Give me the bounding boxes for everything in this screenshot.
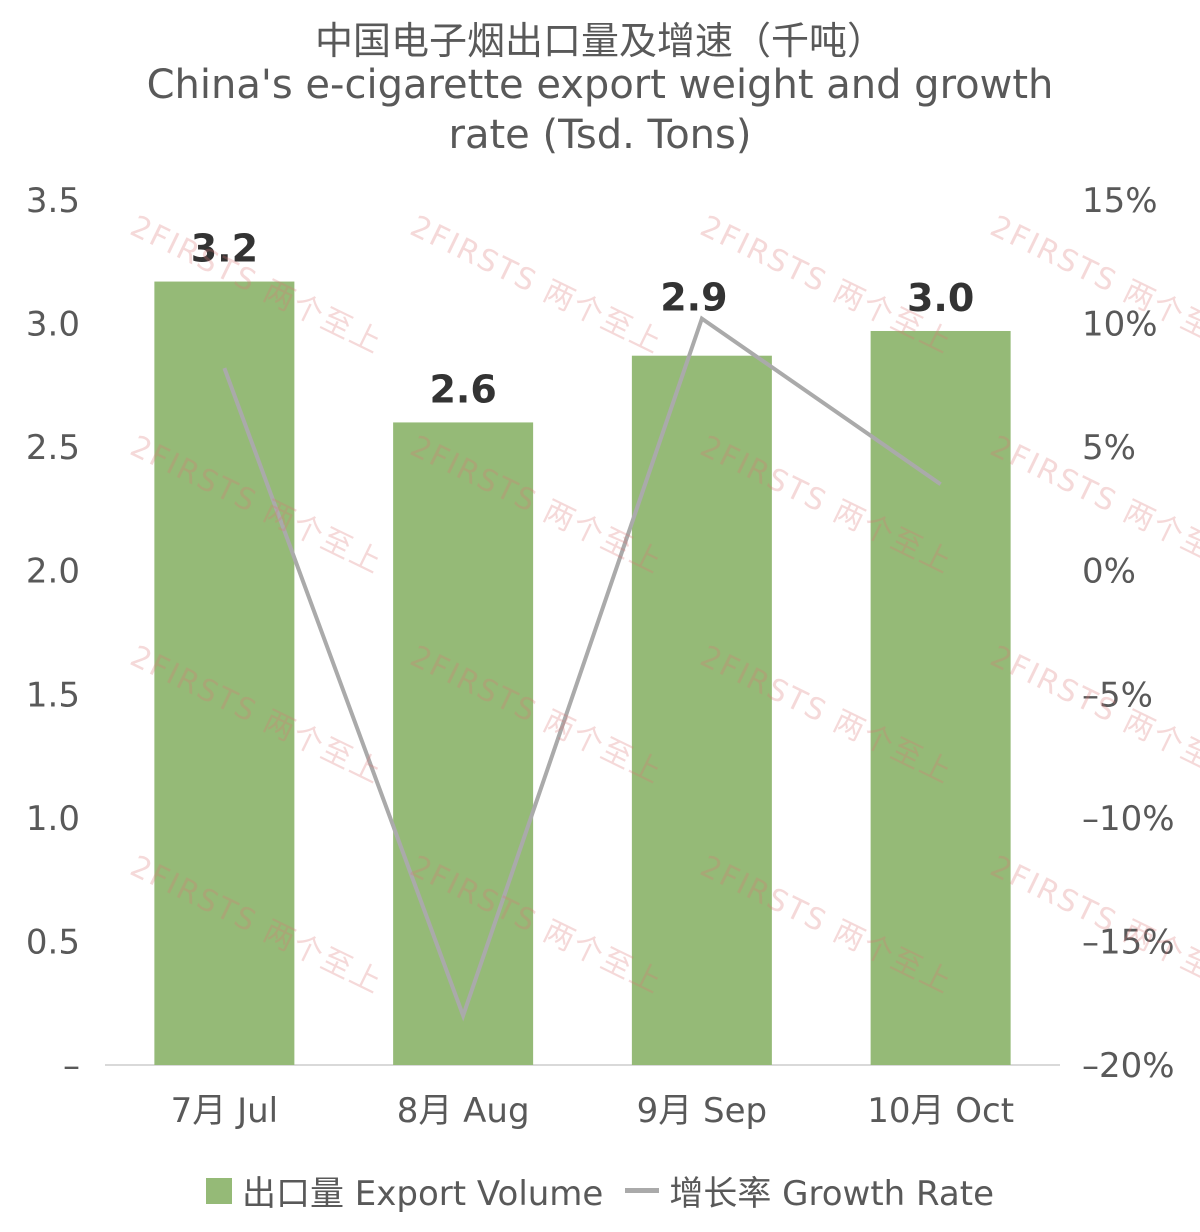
y-left-tick-label: – [63,1046,80,1086]
y-right-tick-label: 10% [1082,305,1158,345]
bar-data-label: 3.2 [191,227,258,271]
legend: 出口量 Export Volume 增长率 Growth Rate [0,1166,1200,1215]
chart-subtitle-line-2: rate (Tsd. Tons) [448,112,752,158]
bar [631,355,772,1065]
y-left-tick-label: 2.0 [26,552,80,592]
x-tick-label: 7月 Jul [171,1091,278,1131]
legend-swatch-line [625,1188,660,1193]
y-left-tick-label: 2.5 [26,428,80,468]
y-right-tick-label: 15% [1082,181,1158,221]
bar-data-label: 3.0 [907,276,974,320]
y-right-tick-label: 0% [1082,552,1136,592]
growth-rate-line [222,315,942,1022]
y-right-tick-label: –5% [1082,675,1153,715]
y-right-tick-label: –15% [1082,922,1175,962]
y-left-tick-label: 1.5 [26,675,80,715]
x-tick-label: 10月 Oct [867,1091,1014,1131]
y-left-tick-label: 0.5 [26,922,80,962]
y-right-tick-label: –20% [1082,1046,1175,1086]
bar-data-label: 2.9 [660,276,727,320]
legend-item-export-volume: 出口量 Export Volume [205,1166,604,1215]
y-left-tick-label: 3.0 [26,305,80,345]
y-left-tick-label: 3.5 [26,181,80,221]
bar [154,281,295,1065]
x-tick-label: 9月 Sep [637,1091,768,1131]
bar [393,422,534,1065]
legend-swatch-bar [205,1177,232,1204]
y-right-tick-label: 5% [1082,428,1136,468]
chart-title: 中国电子烟出口量及增速（千吨） [314,19,885,63]
y-right-tick-label: –10% [1082,799,1175,839]
x-tick-label: 8月 Aug [397,1091,530,1131]
bar-data-label: 2.6 [429,367,496,411]
legend-item-growth-rate: 增长率 Growth Rate [617,1166,994,1215]
legend-label-growth-rate: 增长率 Growth Rate [669,1174,995,1214]
chart-subtitle-line-1: China's e-cigarette export weight and gr… [146,62,1054,108]
legend-label-export-volume: 出口量 Export Volume [241,1174,604,1214]
y-left-tick-label: 1.0 [26,799,80,839]
bar [870,330,1011,1065]
